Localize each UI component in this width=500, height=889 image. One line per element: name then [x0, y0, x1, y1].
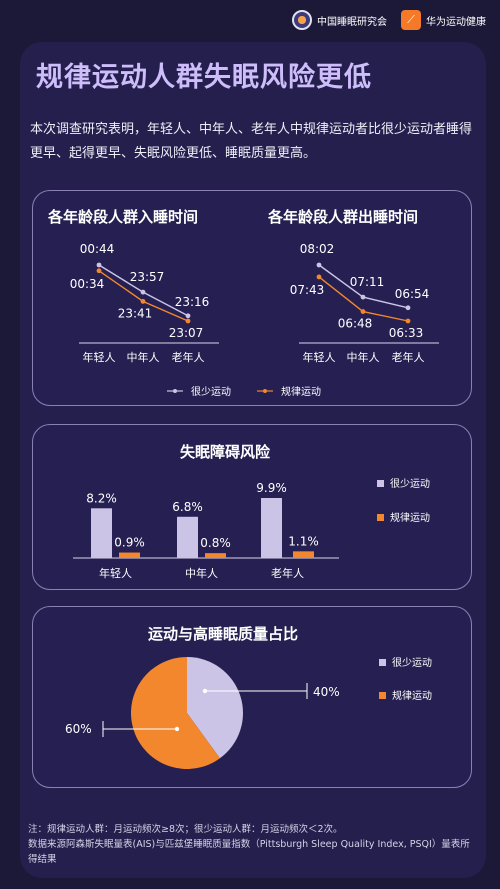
insomnia-risk-card: 失眠障碍风险 8.2% 0.9% 年轻人 6.8% 0.8% 中年人 9.9% 1.1% 老年人 很…: [32, 424, 472, 590]
footnote-line-1: 注：规律运动人群：月运动频次≥8次；很少运动人群：月运动频次＜2次。: [28, 824, 343, 835]
line-data-label-0-1-2: 23:07: [169, 326, 204, 340]
pie-chart-title: 运动与高睡眠质量占比: [148, 625, 298, 643]
pie-data-label-b: 60%: [65, 722, 92, 736]
line-point-0-1-1: [140, 298, 146, 304]
legend-marker-b: [263, 389, 267, 393]
intro-text: 本次调查研究表明，年轻人、中年人、老年人中规律运动者比很少运动者睡得更早、起得更…: [30, 122, 473, 161]
line-chart-x-tick-1-2: 老年人: [392, 350, 425, 364]
bar-2-1: [293, 551, 314, 558]
line-point-1-1-0: [316, 274, 322, 280]
line-chart-x-tick-0-1: 中年人: [127, 350, 160, 364]
line-data-label-1-1-1: 06:48: [338, 317, 373, 331]
sleep-society-logo-icon: [292, 10, 312, 30]
brand-huawei-health: ⟋ 华为运动健康: [401, 10, 486, 30]
line-point-1-0-0: [316, 262, 322, 268]
line-data-label-0-0-0: 00:44: [80, 242, 115, 256]
brand-huawei-health-name: 华为运动健康: [426, 16, 486, 28]
line-chart-x-tick-0-0: 年轻人: [83, 350, 116, 364]
bar-x-tick-2: 老年人: [271, 566, 304, 580]
pie-leader-dot-a: [202, 688, 208, 694]
line-point-0-0-0: [96, 262, 102, 268]
line-data-label-1-0-0: 08:02: [300, 242, 335, 256]
line-data-label-1-1-2: 06:33: [389, 326, 424, 340]
brand-sleep-society-name: 中国睡眠研究会: [317, 16, 387, 28]
legend-label-b: 规律运动: [281, 385, 321, 398]
line-chart-x-tick-1-0: 年轻人: [303, 350, 336, 364]
bar-data-label-2-0: 9.9%: [256, 481, 287, 495]
line-data-label-0-1-1: 23:41: [118, 306, 153, 320]
pie-legend-label-b: 规律运动: [392, 689, 432, 702]
line-point-0-1-0: [96, 268, 102, 274]
pie-leader-dot-b: [174, 726, 180, 732]
line-data-label-0-0-2: 23:16: [175, 295, 210, 309]
line-data-label-1-1-0: 07:43: [290, 283, 325, 297]
bar-data-label-2-1: 1.1%: [288, 534, 319, 548]
line-chart-x-tick-1-1: 中年人: [347, 350, 380, 364]
bar-data-label-1-0: 6.8%: [172, 500, 203, 514]
bar-legend-label-a: 很少运动: [390, 477, 430, 490]
pie-data-label-a: 40%: [313, 685, 340, 699]
footnote: 注：规律运动人群：月运动频次≥8次；很少运动人群：月运动频次＜2次。 数据来源阿…: [28, 822, 478, 867]
line-data-label-0-1-0: 00:34: [70, 277, 105, 291]
bar-data-label-0-0: 8.2%: [86, 491, 117, 505]
bar-legend-label-b: 规律运动: [390, 511, 430, 524]
bar-legend-swatch-a: [377, 480, 384, 487]
line-data-label-1-0-2: 06:54: [395, 287, 430, 301]
bar-data-label-0-1: 0.9%: [114, 536, 145, 550]
line-point-1-0-2: [405, 305, 411, 311]
line-point-0-1-2: [185, 318, 191, 324]
line-point-1-0-1: [360, 294, 366, 300]
bar-chart-title: 失眠障碍风险: [180, 443, 271, 461]
bar-0-0: [91, 508, 112, 558]
bar-1-0: [177, 516, 198, 558]
sleep-time-card: 各年龄段人群入睡时间 年轻人 中年人 老年人 00:44 23:57 23:16 00:34 2…: [32, 190, 472, 406]
bar-x-tick-0: 年轻人: [99, 566, 132, 580]
brand-sleep-society: 中国睡眠研究会: [292, 10, 387, 30]
bar-data-label-1-1: 0.8%: [200, 536, 231, 550]
legend-label-a: 很少运动: [191, 385, 231, 398]
line-point-0-0-2: [185, 313, 191, 319]
bar-x-tick-1: 中年人: [185, 566, 218, 580]
pie-slice-0: [187, 657, 244, 759]
line-data-label-1-0-1: 07:11: [350, 275, 385, 289]
bar-0-1: [119, 552, 140, 558]
line-point-1-1-1: [360, 309, 366, 314]
pie-legend-label-a: 很少运动: [392, 656, 432, 669]
huawei-health-logo-icon: ⟋: [401, 10, 421, 30]
footnote-line-2: 数据来源阿森斯失眠量表(AIS)与匹兹堡睡眠质量指数（Pittsburgh Sl…: [28, 839, 470, 865]
top-bar: 中国睡眠研究会 ⟋ 华为运动健康: [0, 0, 500, 40]
line-point-0-0-1: [140, 289, 146, 295]
legend-marker-a: [173, 389, 177, 393]
line-data-label-0-0-1: 23:57: [130, 270, 165, 284]
page-title: 规律运动人群失眠风险更低: [36, 62, 372, 93]
pie-slice-1: [131, 657, 220, 769]
line-chart-title-1: 各年龄段人群出睡时间: [267, 208, 418, 226]
bar-1-1: [205, 553, 226, 558]
pie-legend-swatch-b: [379, 692, 386, 699]
line-point-1-1-2: [405, 318, 411, 324]
insomnia-risk-chart: 失眠障碍风险 8.2% 0.9% 年轻人 6.8% 0.8% 中年人 9.9% 1.1% 老年人 很…: [73, 443, 430, 580]
bar-legend-swatch-b: [377, 514, 384, 521]
line-chart-title-0: 各年龄段人群入睡时间: [47, 208, 198, 226]
pie-legend-swatch-a: [379, 659, 386, 666]
sleep-quality-card: 运动与高睡眠质量占比 40% 60% 很少运动规律运动: [32, 606, 472, 788]
line-chart-x-tick-0-2: 老年人: [172, 350, 205, 364]
bar-2-0: [261, 498, 282, 558]
